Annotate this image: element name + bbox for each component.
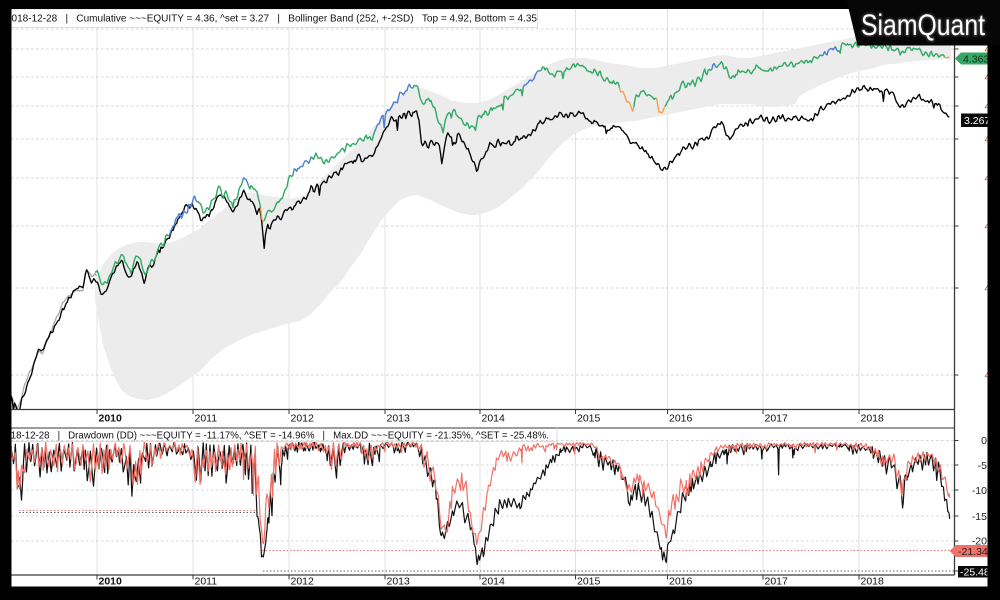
svg-text:0: 0 xyxy=(981,435,987,447)
svg-text:2012: 2012 xyxy=(291,413,315,425)
svg-text:2015: 2015 xyxy=(577,413,601,425)
svg-text:-25.48: -25.48 xyxy=(960,567,990,579)
svg-text:2018: 2018 xyxy=(861,576,885,588)
svg-text:SiamQuant: SiamQuant xyxy=(861,9,986,42)
svg-text:3.267: 3.267 xyxy=(964,115,990,127)
svg-text:4.363: 4.363 xyxy=(963,54,989,66)
svg-text:2014: 2014 xyxy=(482,413,506,425)
svg-text:2018-12-28 | Cumulative ~~: 2018-12-28 | Cumulative ~~~EQUITY = 4.36… xyxy=(6,13,537,25)
svg-text:-5: -5 xyxy=(978,460,987,472)
svg-text:2011: 2011 xyxy=(195,413,218,425)
svg-text:2018-12-28 | Drawdown (DD): 2018-12-28 | Drawdown (DD) ~~~EQUITY = -… xyxy=(0,430,549,442)
svg-text:2017: 2017 xyxy=(765,576,789,588)
svg-text:-10: -10 xyxy=(972,485,987,497)
svg-text:-15: -15 xyxy=(972,511,987,523)
svg-text:SiamQuant: SiamQuant xyxy=(861,9,986,42)
svg-text:-20: -20 xyxy=(972,536,987,548)
svg-text:2018: 2018 xyxy=(861,413,885,425)
svg-text:2013: 2013 xyxy=(387,576,411,588)
svg-text:2016: 2016 xyxy=(669,576,693,588)
svg-text:2011: 2011 xyxy=(195,576,218,588)
svg-text:2010: 2010 xyxy=(99,413,123,425)
svg-text:-21.34: -21.34 xyxy=(958,546,988,558)
svg-text:2015: 2015 xyxy=(577,576,601,588)
svg-text:2013: 2013 xyxy=(387,413,411,425)
svg-text:2010: 2010 xyxy=(99,576,123,588)
svg-text:2016: 2016 xyxy=(669,413,693,425)
svg-text:2012: 2012 xyxy=(291,576,315,588)
svg-text:2017: 2017 xyxy=(765,413,789,425)
svg-text:2014: 2014 xyxy=(482,576,506,588)
